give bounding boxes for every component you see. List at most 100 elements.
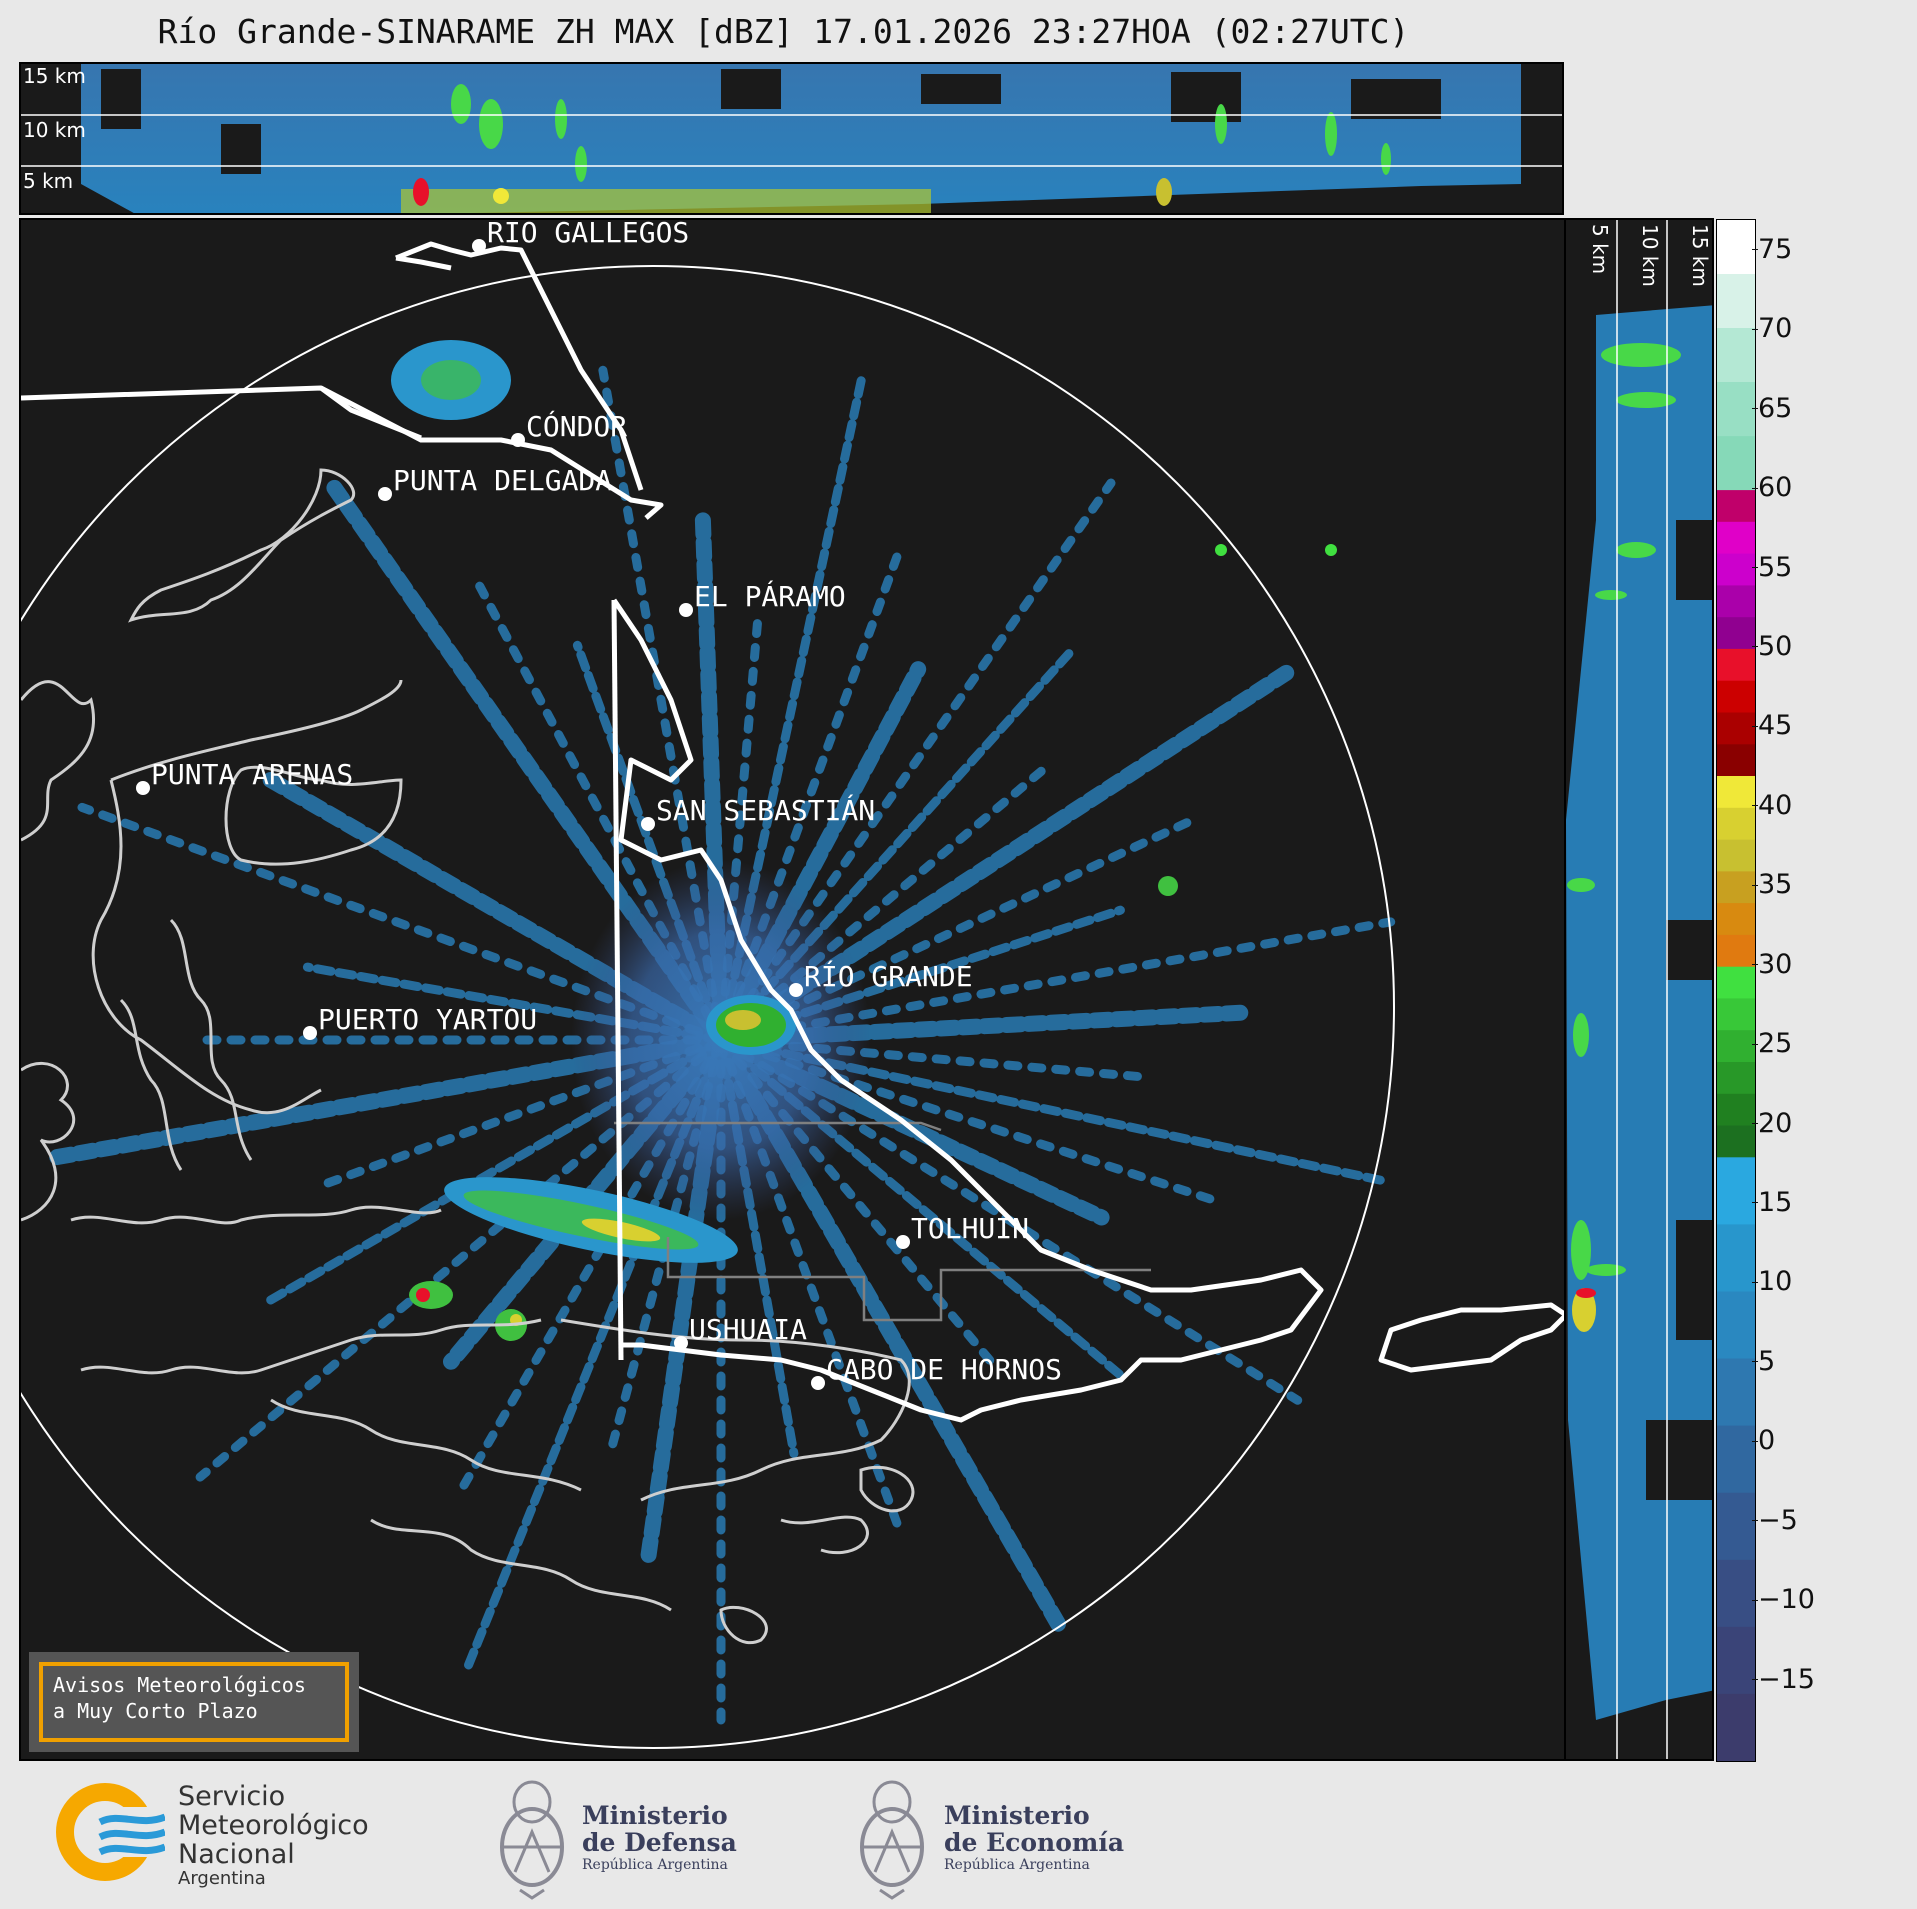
radar-ray — [195, 1035, 726, 1482]
colorbar-swatch — [1717, 712, 1755, 745]
radar-ray — [598, 365, 726, 1045]
colorbar-tick-label: 50 — [1751, 630, 1793, 662]
top-cross-section: 15 km 10 km 5 km — [19, 62, 1564, 215]
colorbar-swatch — [1717, 521, 1755, 555]
colorbar-swatch — [1717, 1062, 1755, 1095]
colorbar-tick-label: −10 — [1752, 1584, 1815, 1616]
side-altitude-label-15km: 15 km — [1688, 224, 1712, 287]
side-cross-section-echoes — [1566, 220, 1712, 1759]
radar-ray — [716, 1035, 904, 1534]
city-dot-tolhuin — [896, 1235, 910, 1249]
city-markers — [136, 239, 910, 1390]
colorbar-swatch — [1717, 1626, 1755, 1695]
city-dot-condor — [511, 433, 525, 447]
radar-ray — [716, 478, 1116, 1045]
colorbar-swatch — [1717, 553, 1755, 586]
colorbar-tick-label: 0 — [1751, 1425, 1776, 1457]
colorbar-swatch — [1717, 328, 1755, 383]
city-dot-san-sebastian — [641, 817, 655, 831]
economia-name: Ministerio de Economía República Argenti… — [944, 1802, 1124, 1874]
city-dot-punta-arenas — [136, 781, 150, 795]
colorbar-swatch — [1717, 617, 1755, 650]
defensa-line-2: de Defensa — [582, 1828, 737, 1857]
city-dot-cabo-de-hornos — [811, 1376, 825, 1390]
colorbar-swatch — [1717, 839, 1755, 872]
radar-ray — [716, 815, 1197, 1045]
colorbar-tick-label: 20 — [1751, 1107, 1793, 1139]
smn-name: Servicio Meteorológico Nacional Argentin… — [178, 1782, 369, 1889]
colorbar-swatch — [1717, 648, 1755, 682]
defensa-emblem-icon — [500, 1780, 564, 1900]
radar-ray — [716, 546, 904, 1045]
city-dot-el-paramo — [679, 603, 693, 617]
colorbar-swatch — [1717, 1425, 1755, 1494]
colorbar — [1716, 219, 1756, 1762]
range-ring — [21, 265, 1395, 1749]
colorbar-tick-label: 5 — [1751, 1345, 1776, 1377]
colorbar-swatch — [1717, 490, 1755, 523]
colorbar-swatch — [1717, 1358, 1755, 1427]
notice-box: Avisos Meteorológicos a Muy Corto Plazo — [29, 1652, 359, 1752]
economia-line-1: Ministerio — [944, 1801, 1090, 1830]
side-altitude-label-10km: 10 km — [1638, 224, 1662, 287]
defensa-line-1: Ministerio — [582, 1801, 728, 1830]
economia-emblem-icon — [860, 1780, 924, 1900]
side-altitude-label-5km: 5 km — [1588, 224, 1612, 275]
smn-line-4: Argentina — [178, 1868, 266, 1889]
radar-map-layer — [21, 239, 1564, 1749]
colorbar-tick-label: 25 — [1751, 1028, 1793, 1060]
colorbar-tick-label: 65 — [1751, 392, 1793, 424]
colorbar-tick-label: 45 — [1751, 710, 1793, 742]
colorbar-swatch — [1717, 903, 1755, 936]
notice-line-2: a Muy Corto Plazo — [53, 1699, 258, 1723]
colorbar-tick-label: 40 — [1751, 789, 1793, 821]
economia-line-3: República Argentina — [944, 1857, 1090, 1873]
city-dot-rio-grande — [789, 983, 803, 997]
smn-logo-icon — [56, 1783, 165, 1881]
city-label-punta-arenas: PUNTA ARENAS — [151, 758, 354, 791]
notice-line-1: Avisos Meteorológicos — [53, 1673, 306, 1697]
colorbar-swatch — [1717, 776, 1755, 809]
colorbar-tick-label: 75 — [1751, 233, 1793, 265]
colorbar-swatch — [1717, 1559, 1755, 1628]
city-label-tolhuin: TOLHUIN — [911, 1212, 1030, 1245]
colorbar-swatch — [1717, 274, 1755, 329]
coastlines — [21, 468, 915, 1645]
smn-line-3: Nacional — [178, 1839, 295, 1870]
colorbar-swatch — [1717, 436, 1755, 491]
radar-ray — [472, 576, 726, 1045]
colorbar-swatch — [1717, 680, 1755, 714]
colorbar-swatch — [1717, 1093, 1755, 1127]
colorbar-swatch — [1717, 1157, 1755, 1225]
colorbar-swatch — [1717, 744, 1755, 777]
smn-line-2: Meteorológico — [178, 1810, 369, 1841]
colorbar-swatch — [1717, 934, 1755, 968]
colorbar-tick-label: −5 — [1752, 1504, 1798, 1536]
colorbar-swatch — [1717, 220, 1755, 275]
city-label-rio-grande: RÍO GRANDE — [804, 960, 973, 993]
colorbar-tick-label: 70 — [1751, 313, 1793, 345]
city-label-rio-gallegos: RÍO GALLEGOS — [487, 218, 690, 249]
defensa-name: Ministerio de Defensa República Argentin… — [582, 1802, 737, 1874]
colorbar-tick-label: 35 — [1751, 869, 1793, 901]
smn-line-1: Servicio — [178, 1781, 286, 1812]
echo-clusters — [391, 340, 1337, 1341]
colorbar-swatch — [1717, 998, 1755, 1031]
colorbar-swatch — [1717, 966, 1755, 1000]
colorbar-tick-label: 30 — [1751, 948, 1793, 980]
city-label-punta-delgada: PUNTA DELGADA — [393, 464, 613, 497]
altitude-label-10km: 10 km — [23, 118, 86, 142]
colorbar-swatch — [1717, 1492, 1755, 1561]
page-title: Río Grande-SINARAME ZH MAX [dBZ] 17.01.2… — [157, 12, 1410, 51]
colorbar-swatch — [1717, 382, 1755, 437]
radar-ray — [77, 802, 726, 1045]
city-label-puerto-yartou: PUERTO YARTOU — [318, 1003, 538, 1036]
city-label-san-sebastian: SAN SEBASTIÁN — [656, 794, 876, 827]
radar-ray — [456, 1035, 726, 1495]
radar-map: RÍO GALLEGOS CÓNDOR PUNTA DELGADA EL PÁRAMO… — [19, 218, 1566, 1761]
colorbar-swatch — [1717, 1030, 1755, 1063]
colorbar-swatch — [1717, 1291, 1755, 1360]
colorbar-tick-label: 10 — [1751, 1266, 1793, 1298]
colorbar-tick-label: 60 — [1751, 472, 1793, 504]
economia-line-2: de Economía — [944, 1828, 1125, 1857]
